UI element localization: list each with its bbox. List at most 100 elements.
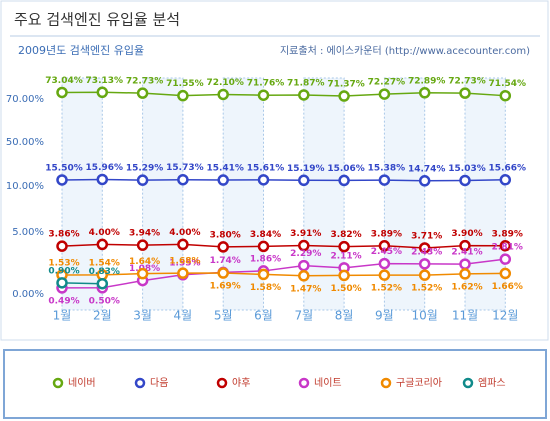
data-label: 15.38% <box>368 164 406 174</box>
data-label: 1.69% <box>210 282 241 292</box>
data-label: 15.41% <box>206 164 244 174</box>
data-point <box>298 89 310 101</box>
data-label: 71.37% <box>327 80 365 90</box>
data-point <box>96 277 109 290</box>
column-band <box>383 77 426 311</box>
data-point <box>418 175 431 187</box>
data-label: 3.86% <box>48 230 79 240</box>
data-label: 1.47% <box>290 284 321 294</box>
data-label: 72.27% <box>368 78 406 88</box>
data-point <box>459 87 471 99</box>
x-tick-label: 6월 <box>254 309 273 323</box>
data-label: 2.43% <box>411 247 442 257</box>
data-point <box>418 87 431 99</box>
chart-subtitle: 2009년도 검색엔진 유입율 <box>18 44 144 57</box>
data-point <box>499 89 512 102</box>
y-tick-label: 10.00% <box>6 181 44 192</box>
x-tick-label: 9월 <box>375 309 394 323</box>
data-point <box>96 86 109 99</box>
data-label: 72.10% <box>206 78 244 88</box>
data-label: 72.73% <box>448 77 486 87</box>
data-label: 2.29% <box>290 249 321 259</box>
data-label: 2.45% <box>371 247 402 257</box>
data-label: 73.13% <box>86 76 124 86</box>
data-point <box>499 267 512 280</box>
data-point <box>257 174 270 186</box>
data-point <box>338 174 350 187</box>
legend-marker <box>134 377 146 389</box>
data-point <box>257 240 270 253</box>
series-line <box>61 178 506 182</box>
data-point <box>378 174 391 186</box>
data-label: 1.50% <box>330 284 361 294</box>
series-line <box>61 272 506 277</box>
data-point <box>338 90 350 102</box>
data-label: 2.41% <box>451 248 482 258</box>
legend-marker <box>52 377 64 389</box>
y-tick-label: 70.00% <box>6 94 44 105</box>
data-label: 71.54% <box>489 79 527 89</box>
data-point <box>177 173 189 186</box>
data-label: 15.06% <box>327 164 365 174</box>
data-label: 71.87% <box>287 78 325 88</box>
legend-marker <box>298 377 310 389</box>
data-point <box>56 240 68 252</box>
series-line <box>61 243 506 249</box>
data-label: 2.11% <box>330 251 361 261</box>
column-band <box>61 77 103 311</box>
data-point <box>338 269 350 282</box>
data-label: 15.73% <box>166 163 204 173</box>
data-point <box>217 88 229 101</box>
data-point <box>298 174 310 187</box>
data-label: 73.04% <box>45 76 83 86</box>
data-point <box>217 174 229 186</box>
series-line <box>61 282 103 285</box>
data-point <box>499 253 512 265</box>
data-point <box>459 239 471 252</box>
data-point <box>56 277 68 289</box>
y-tick-label: 5.00% <box>12 227 44 238</box>
data-point <box>459 268 471 280</box>
data-label: 71.55% <box>166 79 204 89</box>
data-label: 71.76% <box>247 79 285 89</box>
data-label: 15.19% <box>287 164 325 174</box>
data-point <box>418 269 431 281</box>
data-label: 0.49% <box>48 296 79 306</box>
x-tick-label: 1월 <box>53 309 72 323</box>
data-label: 15.03% <box>448 164 486 174</box>
legend-marker <box>216 377 228 389</box>
data-label: 1.64% <box>129 257 160 267</box>
data-label: 1.74% <box>210 256 241 266</box>
data-point <box>96 173 109 186</box>
x-tick-label: 8월 <box>335 309 354 323</box>
x-tick-label: 4월 <box>174 309 193 323</box>
x-tick-label: 5월 <box>214 309 233 323</box>
data-point <box>136 87 149 99</box>
column-band <box>142 77 184 311</box>
source: 지료출처 : 에이스카운터 (http://www.acecounter.com… <box>280 45 530 57</box>
data-point <box>217 241 229 253</box>
data-label: 3.71% <box>411 231 442 241</box>
data-label: 72.73% <box>126 77 164 87</box>
data-label: 1.52% <box>411 284 442 294</box>
data-label: 72.89% <box>408 76 446 86</box>
data-point <box>136 267 149 280</box>
data-label: 4.00% <box>89 228 120 238</box>
data-label: 3.91% <box>290 229 321 239</box>
x-tick-label: 10월 <box>412 309 438 323</box>
legend-label: 네이트 <box>314 377 342 389</box>
data-point <box>136 239 149 251</box>
data-point <box>257 89 270 101</box>
data-label: 3.80% <box>210 230 241 240</box>
data-point <box>378 269 391 281</box>
data-point <box>136 174 149 186</box>
data-point <box>338 240 350 253</box>
data-point <box>96 238 109 251</box>
data-label: 2.81% <box>492 243 523 253</box>
data-label: 15.61% <box>247 163 285 173</box>
data-label: 1.53% <box>48 259 79 269</box>
data-point <box>56 174 68 186</box>
data-point <box>298 270 310 282</box>
data-point <box>298 239 310 252</box>
